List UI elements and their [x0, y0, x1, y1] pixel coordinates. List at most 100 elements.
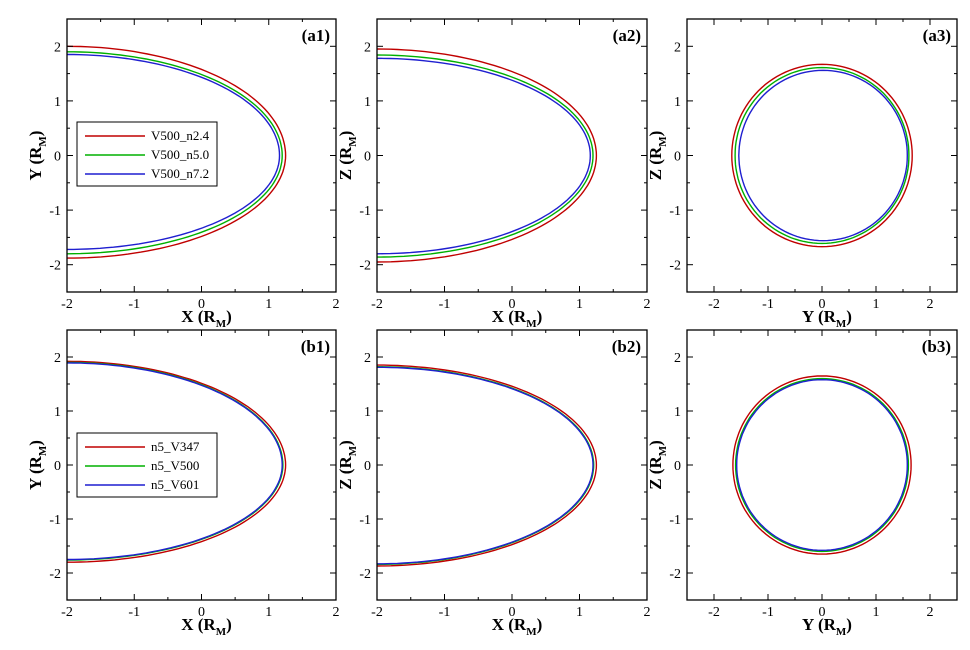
y-axis-label: Z (RM) [646, 440, 669, 490]
panel-b3: -2 -1 0 1 2 2 1 0 -1 -2 Y (RM) Z (RM) (b3) [646, 329, 958, 638]
series-line-blue [377, 366, 594, 565]
x-tick-label: 1 [576, 605, 583, 620]
y-tick-label: -2 [49, 567, 61, 582]
panel-a3: -2 -1 0 1 2 2 1 0 -1 -2 Y (RM) Z (RM) (a3) [646, 18, 958, 330]
panel-tag: (b2) [612, 337, 641, 356]
plot-area [732, 375, 912, 555]
x-tick-label: -1 [439, 605, 451, 620]
series-line-blue [67, 362, 283, 561]
x-tick-label: 1 [576, 297, 583, 312]
x-tick-label: 1 [265, 297, 272, 312]
y-tick-label: 1 [54, 405, 61, 420]
y-tick-label: 2 [54, 40, 61, 55]
y-axis-label: Z (RM) [336, 131, 359, 181]
x-tick-label: 0 [509, 297, 516, 312]
y-tick-label: 0 [364, 150, 371, 165]
panel-tag: (b1) [301, 337, 330, 356]
y-tick-label: 2 [54, 351, 61, 366]
series-line-blue [377, 57, 592, 255]
y-tick-label: -1 [359, 513, 371, 528]
x-tick-label: 0 [819, 297, 826, 312]
legend-box [76, 121, 218, 187]
plot-area [731, 63, 913, 248]
legend-entry: n5_V500 [151, 458, 199, 473]
y-tick-label: 2 [674, 40, 681, 55]
y-tick-label: -2 [359, 567, 371, 582]
y-axis-label: Z (RM) [646, 131, 669, 181]
y-tick-label: -1 [49, 513, 61, 528]
plot-area [377, 364, 598, 567]
plot-frame [376, 329, 648, 601]
y-tick-label: -1 [669, 204, 681, 219]
x-tick-label: 0 [509, 605, 516, 620]
x-axis-label: X (RM) [181, 615, 232, 638]
y-tick-label: 1 [54, 95, 61, 110]
series-line-green [734, 377, 910, 553]
x-tick-label: -2 [61, 297, 73, 312]
series-line-blue [735, 378, 908, 552]
x-tick-label: -1 [128, 605, 140, 620]
x-tick-label: -1 [128, 297, 140, 312]
series-line-red [377, 364, 598, 567]
x-tick-label: 0 [198, 605, 205, 620]
series-line-green [377, 366, 595, 566]
series-line-green [67, 51, 283, 255]
x-axis-label: Y (RM) [802, 615, 852, 638]
x-axis-label: X (RM) [181, 307, 232, 330]
panel-tag: (a2) [613, 26, 641, 45]
y-tick-label: 0 [674, 459, 681, 474]
x-tick-label: 2 [927, 605, 934, 620]
x-tick-label: -2 [708, 297, 720, 312]
plot-frame [686, 329, 958, 601]
x-tick-label: 2 [644, 297, 651, 312]
series-line-green [734, 66, 910, 245]
y-tick-label: 0 [674, 150, 681, 165]
x-tick-label: 1 [873, 297, 880, 312]
y-tick-label: 1 [674, 405, 681, 420]
panel-a2: -2 -1 0 1 2 2 1 0 -1 -2 X (RM) Z (RM) (a2) [336, 18, 651, 330]
y-tick-label: -1 [49, 204, 61, 219]
x-tick-label: -2 [708, 605, 720, 620]
plot-area [67, 360, 287, 563]
y-tick-label: 2 [364, 351, 371, 366]
y-tick-label: 2 [364, 40, 371, 55]
legend-entry: n5_V601 [151, 477, 199, 492]
series-line-red [377, 48, 598, 263]
y-axis-label: Y (RM) [26, 131, 49, 181]
y-tick-label: 0 [364, 459, 371, 474]
y-tick-label: -2 [49, 259, 61, 274]
series-line-blue [738, 69, 908, 242]
y-tick-label: 2 [674, 351, 681, 366]
x-tick-label: 2 [644, 605, 651, 620]
panel-tag: (a3) [923, 26, 951, 45]
plot-frame [686, 18, 958, 293]
y-tick-label: -1 [359, 204, 371, 219]
x-tick-label: 2 [333, 297, 340, 312]
legend-entry: V500_n5.0 [151, 147, 209, 162]
series-line-blue [67, 53, 281, 251]
x-tick-label: 2 [333, 605, 340, 620]
x-axis-label: X (RM) [492, 615, 543, 638]
plot-area [377, 48, 598, 263]
series-line-red [732, 375, 912, 555]
x-tick-label: -1 [762, 605, 774, 620]
panel-b1: -2 -1 0 1 2 2 1 0 -1 -2 X (RM) Y (RM) (b1) n5_V347 n5_… [26, 329, 340, 638]
panel-b2: -2 -1 0 1 2 2 1 0 -1 -2 X (RM) Z (RM) (b2) [336, 329, 651, 638]
series-line-red [731, 63, 913, 248]
y-axis-label: Y (RM) [26, 440, 49, 490]
panel-tag: (a1) [302, 26, 330, 45]
x-tick-label: -2 [371, 605, 383, 620]
legend-entry: n5_V347 [151, 439, 200, 454]
x-axis-label: Y (RM) [802, 307, 852, 330]
series-line-red [67, 360, 287, 563]
y-tick-label: -2 [669, 259, 681, 274]
x-tick-label: -2 [371, 297, 383, 312]
panel-tag: (b3) [922, 337, 951, 356]
plot-area [67, 45, 287, 259]
y-tick-label: -2 [669, 567, 681, 582]
x-tick-label: 0 [198, 297, 205, 312]
series-line-red [67, 45, 287, 259]
x-tick-label: -2 [61, 605, 73, 620]
x-axis-label: X (RM) [492, 307, 543, 330]
x-tick-label: -1 [439, 297, 451, 312]
